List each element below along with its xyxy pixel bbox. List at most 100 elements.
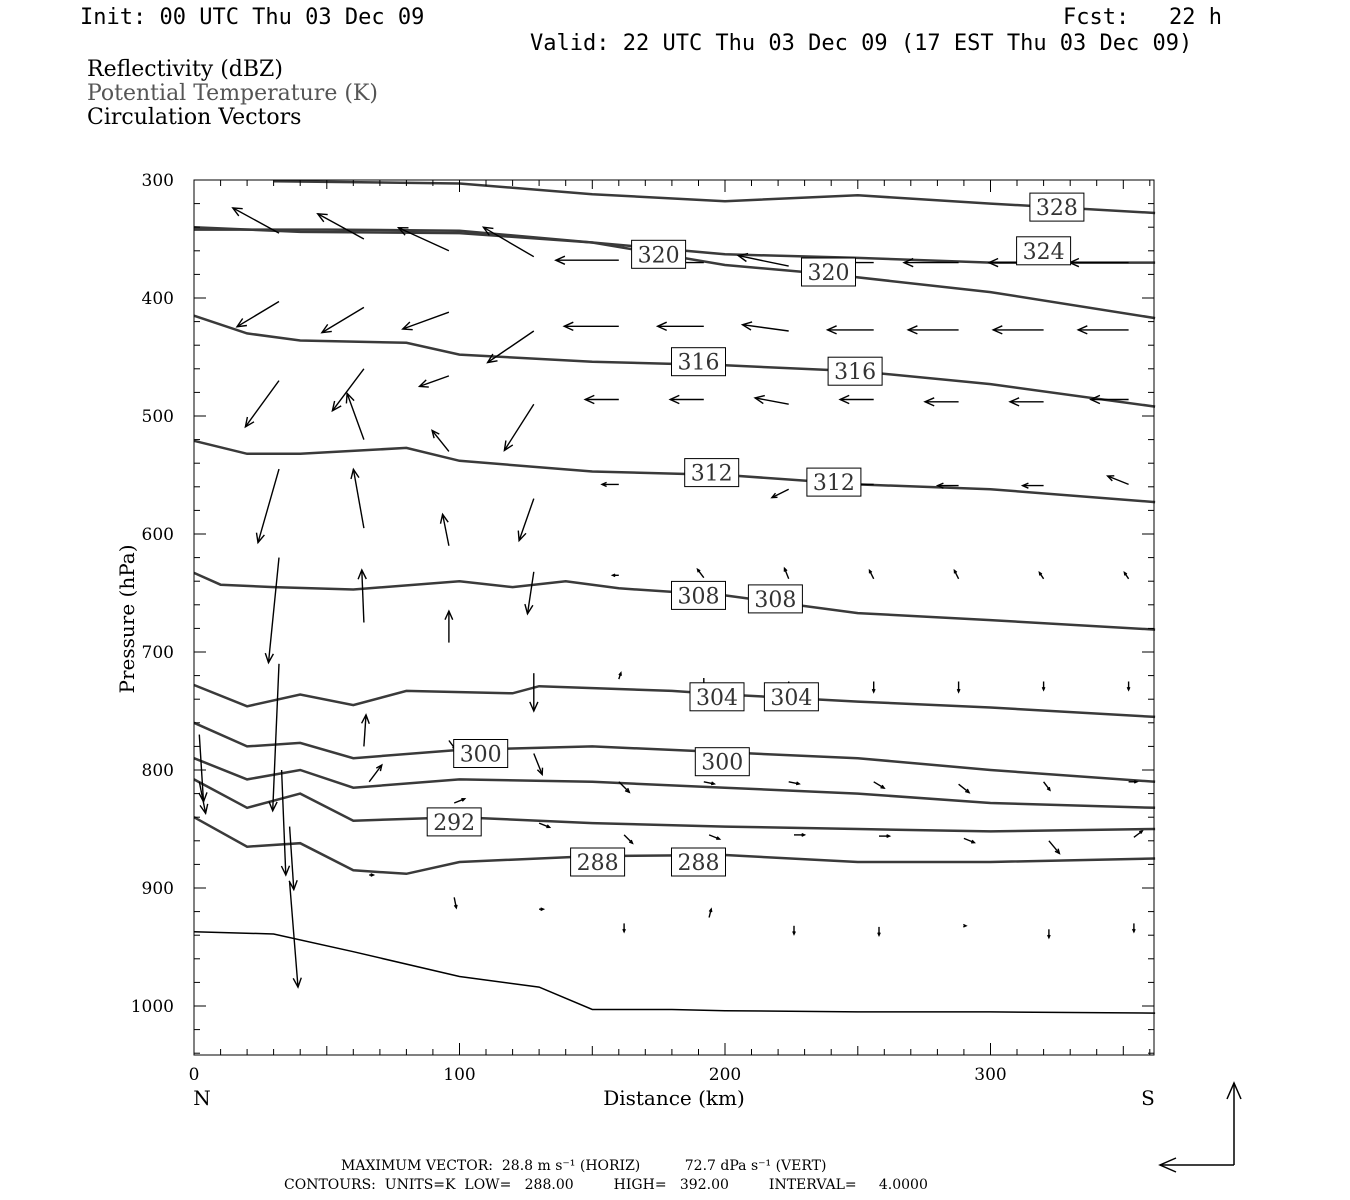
vector-14 bbox=[486, 330, 535, 364]
vector-41 bbox=[935, 482, 959, 489]
vector-33 bbox=[255, 468, 280, 545]
svg-text:316: 316 bbox=[834, 360, 876, 385]
vector-73 bbox=[788, 781, 801, 786]
contour-label-320-1: 320 bbox=[801, 257, 856, 287]
vector-63 bbox=[956, 681, 961, 694]
vector-30 bbox=[923, 397, 959, 407]
vector-3 bbox=[481, 226, 535, 258]
x-tick-300: 300 bbox=[974, 1065, 1006, 1085]
vector-34 bbox=[345, 391, 365, 440]
vector-37 bbox=[600, 481, 619, 488]
vector-8 bbox=[902, 257, 959, 268]
vector-78 bbox=[198, 781, 209, 815]
vector-82 bbox=[538, 822, 552, 829]
contour-label-328-0: 328 bbox=[1029, 192, 1085, 222]
contour-label-292-0: 292 bbox=[426, 807, 482, 837]
y-tick-300: 300 bbox=[142, 171, 174, 191]
contour-label-308-1: 308 bbox=[747, 584, 803, 614]
terrain bbox=[193, 930, 1156, 1014]
vector-22 bbox=[244, 380, 280, 429]
svg-text:312: 312 bbox=[691, 462, 733, 487]
vector-62 bbox=[871, 681, 876, 694]
contour-328 bbox=[273, 179, 1156, 215]
vector-18 bbox=[825, 325, 874, 335]
theta-contours bbox=[193, 179, 1156, 876]
vector-52 bbox=[953, 568, 960, 580]
svg-text:316: 316 bbox=[678, 351, 720, 376]
vector-35 bbox=[431, 429, 450, 452]
contour-296 bbox=[193, 757, 1156, 810]
vector-79 bbox=[288, 826, 298, 892]
vector-81 bbox=[453, 798, 467, 804]
forecast-hour: Fcst: 22 h bbox=[1063, 5, 1222, 30]
x-axis: 0 100 200 300 bbox=[189, 180, 1151, 1085]
vector-11 bbox=[235, 300, 280, 328]
y-axis-label: Pressure (hPa) bbox=[115, 545, 139, 694]
svg-text:288: 288 bbox=[678, 851, 720, 876]
vector-92 bbox=[453, 897, 458, 910]
vector-55 bbox=[268, 663, 280, 813]
svg-text:324: 324 bbox=[1023, 240, 1065, 265]
terrain-line bbox=[193, 930, 1156, 1014]
contour-304 bbox=[193, 683, 1156, 719]
vector-66 bbox=[198, 734, 208, 804]
vector-94 bbox=[622, 923, 626, 934]
vector-90 bbox=[288, 882, 302, 989]
vector-44 bbox=[264, 557, 280, 665]
svg-text:288: 288 bbox=[577, 851, 619, 876]
vector-75 bbox=[958, 783, 971, 794]
vector-51 bbox=[868, 568, 875, 580]
legend-reflectivity: Reflectivity (dBZ) bbox=[87, 57, 283, 82]
vector-50 bbox=[783, 566, 790, 580]
north-label: N bbox=[193, 1086, 211, 1110]
contour-312 bbox=[193, 439, 1156, 504]
max-vector-note: MAXIMUM VECTOR: 28.8 m s⁻¹ (HORIZ) 72.7 … bbox=[341, 1158, 827, 1174]
circulation-vectors bbox=[198, 207, 1144, 989]
svg-text:320: 320 bbox=[638, 243, 680, 268]
x-axis-label: Distance (km) bbox=[603, 1086, 745, 1110]
vector-39 bbox=[770, 488, 790, 499]
contour-labels: 328 324 320 320 316 316 312 312 308 308 304 304 300 3… bbox=[426, 192, 1085, 877]
contour-label-316-0: 316 bbox=[671, 347, 726, 377]
y-tick-1000: 1000 bbox=[131, 997, 174, 1017]
vector-98 bbox=[962, 923, 968, 928]
svg-text:328: 328 bbox=[1036, 196, 1078, 221]
contour-316 bbox=[193, 314, 1156, 408]
contour-label-312-0: 312 bbox=[684, 458, 740, 488]
vector-84 bbox=[708, 834, 722, 840]
y-tick-400: 400 bbox=[142, 289, 174, 309]
vector-20 bbox=[991, 325, 1044, 335]
vector-88 bbox=[1048, 840, 1061, 855]
y-axis: 300 400 500 600 700 800 900 1000 bbox=[131, 171, 1154, 1054]
valid-time: Valid: 22 UTC Thu 03 Dec 09 (17 EST Thu … bbox=[530, 31, 1193, 56]
vector-71 bbox=[618, 781, 631, 794]
vector-25 bbox=[503, 403, 535, 452]
vector-93 bbox=[539, 907, 546, 912]
vector-49 bbox=[696, 567, 705, 579]
y-tick-700: 700 bbox=[142, 643, 174, 663]
vector-28 bbox=[753, 394, 789, 405]
contour-label-316-1: 316 bbox=[827, 356, 883, 386]
vector-45 bbox=[350, 467, 365, 529]
vector-23 bbox=[331, 368, 365, 413]
vector-15 bbox=[562, 321, 619, 332]
vector-24 bbox=[417, 375, 450, 388]
vector-10 bbox=[1068, 257, 1129, 268]
svg-text:308: 308 bbox=[754, 588, 796, 613]
vector-13 bbox=[401, 311, 450, 331]
legend-potential-temperature: Potential Temperature (K) bbox=[87, 81, 378, 106]
svg-text:300: 300 bbox=[701, 751, 743, 776]
contour-label-308-0: 308 bbox=[671, 580, 726, 610]
vector-64 bbox=[1041, 681, 1046, 692]
svg-text:308: 308 bbox=[678, 584, 720, 609]
contour-292 bbox=[193, 778, 1156, 833]
contour-label-312-1: 312 bbox=[806, 467, 862, 497]
svg-text:300: 300 bbox=[460, 743, 502, 768]
y-tick-600: 600 bbox=[142, 525, 174, 545]
contour-label-304-0: 304 bbox=[689, 682, 745, 712]
svg-text:304: 304 bbox=[770, 686, 812, 711]
contour-label-324-0: 324 bbox=[1016, 236, 1072, 266]
vector-32 bbox=[1089, 394, 1129, 405]
vector-48 bbox=[610, 573, 619, 578]
